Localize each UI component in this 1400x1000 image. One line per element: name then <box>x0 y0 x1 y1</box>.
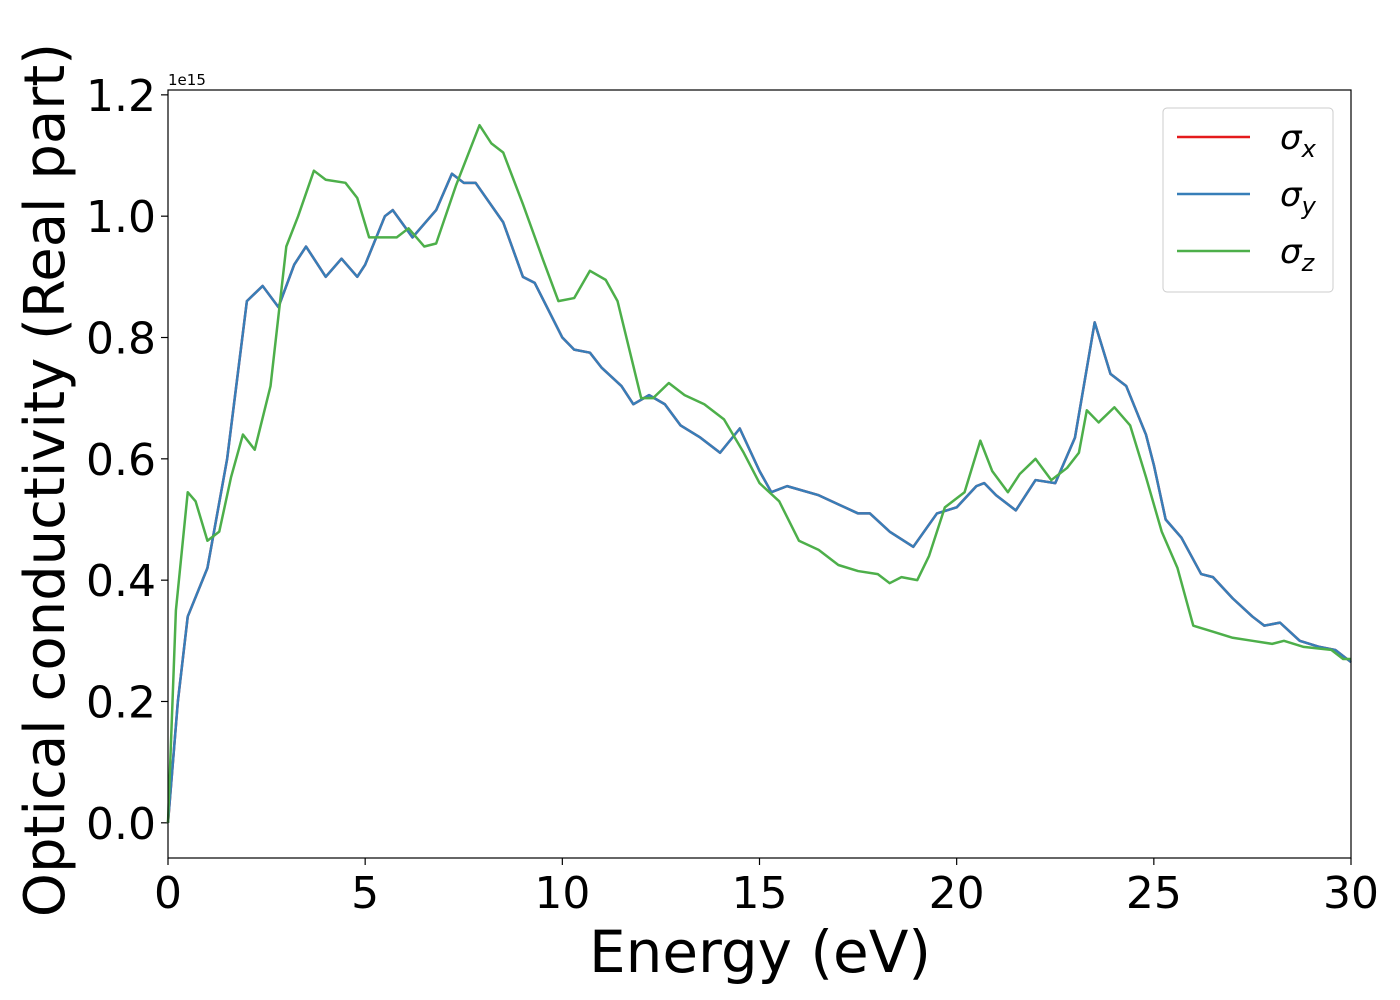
x-tick-label: 20 <box>929 868 985 919</box>
x-axis-label: Energy (eV) <box>589 918 931 986</box>
plot-frame <box>167 89 1352 859</box>
y-tick-label: 0.0 <box>86 799 156 850</box>
y-tick-label: 1.0 <box>86 192 156 243</box>
series-line <box>166 123 1351 823</box>
y-offset-label: 1e15 <box>168 71 206 89</box>
y-tick-label: 1.2 <box>86 71 156 122</box>
y-tick-label: 0.8 <box>86 314 156 365</box>
y-tick-label: 0.2 <box>86 677 156 728</box>
legend-label: σz <box>1280 232 1316 277</box>
legend-box <box>1162 107 1334 293</box>
y-tick-label: 0.6 <box>86 435 156 486</box>
x-tick-label: 5 <box>351 868 379 919</box>
x-tick-label: 0 <box>154 868 182 919</box>
x-tick-label: 10 <box>534 868 590 919</box>
legend-label: σy <box>1280 175 1317 220</box>
x-tick-label: 25 <box>1126 868 1182 919</box>
series-line <box>166 172 1352 823</box>
legend: σx σy σz <box>1162 107 1334 293</box>
x-tick-label: 15 <box>732 868 788 919</box>
y-axis-label: Optical conductivity (Real part) <box>13 43 78 917</box>
y-tick-label: 0.4 <box>86 556 156 607</box>
x-tick-label: 30 <box>1323 868 1379 919</box>
legend-label: σx <box>1280 118 1317 163</box>
